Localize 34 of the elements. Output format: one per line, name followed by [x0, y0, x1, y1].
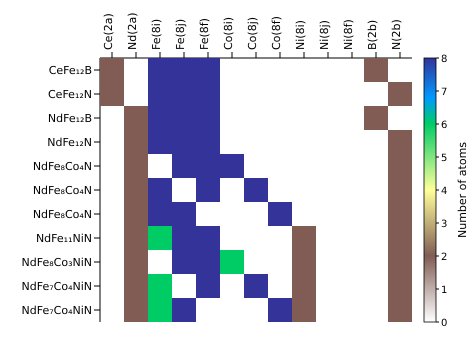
x-tick-label: Ni(8i): [294, 20, 307, 50]
y-tick-label: NdFe₈Co₄N: [32, 208, 92, 221]
color-bar-label: 1: [441, 285, 448, 296]
y-tick-label: NdFe₇Co₄NiN: [22, 304, 92, 317]
color-bar-label: 3: [441, 219, 448, 230]
color-bar-label: 8: [441, 54, 448, 65]
y-tick-label: CeFe₁₂B: [48, 64, 92, 77]
y-tick-label: NdFe₈Co₄N: [32, 160, 92, 173]
y-tick-label: NdFe₈Co₄N: [32, 184, 92, 197]
color-bar-title: Number of atoms: [456, 142, 469, 238]
color-bar-label: 7: [441, 87, 448, 98]
x-tick-label: Fe(8i): [150, 18, 163, 50]
y-tick-label: CeFe₁₂N: [48, 88, 92, 101]
x-tick-label: Fe(8f): [198, 18, 211, 50]
x-tick-label: Co(8f): [270, 16, 283, 50]
x-tick-label: Co(8j): [246, 16, 259, 50]
y-tick-label: NdFe₁₁NiN: [36, 232, 92, 245]
color-bar-label: 6: [441, 120, 448, 131]
color-bar-label: 0: [441, 318, 448, 329]
color-bar-label: 2: [441, 252, 448, 263]
color-bar-label: 5: [441, 153, 448, 164]
x-tick-label: B(2b): [366, 20, 379, 50]
y-tick-label: NdFe₁₂B: [48, 112, 92, 125]
x-tick-label: Fe(8j): [174, 18, 187, 50]
x-tick-label: N(2b): [390, 19, 403, 50]
x-tick-label: Ni(8f): [342, 19, 355, 50]
x-tick-label: Ni(8j): [318, 20, 331, 50]
y-tick-label: NdFe₁₂N: [47, 136, 92, 149]
x-tick-label: Co(8i): [222, 16, 235, 50]
y-tick-label: NdFe₈Co₃NiN: [22, 256, 92, 269]
x-tick-label: Ce(2a): [102, 13, 115, 50]
x-tick-label: Nd(2a): [126, 12, 139, 50]
color-bar-label: 4: [441, 186, 448, 197]
y-tick-label: NdFe₇Co₄NiN: [22, 280, 92, 293]
